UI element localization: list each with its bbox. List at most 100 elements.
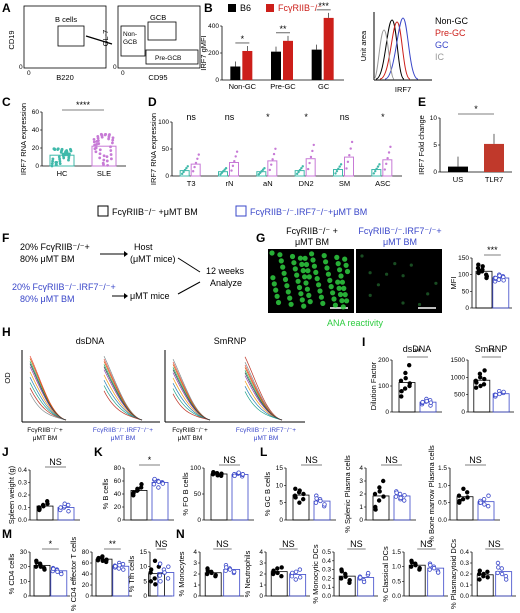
d-point xyxy=(309,155,313,159)
d-xtick-label: aN xyxy=(263,179,273,188)
L2-point xyxy=(376,498,382,503)
d-xtick-label: DN2 xyxy=(299,179,314,188)
d-point xyxy=(311,149,314,153)
N3-bar-1 xyxy=(357,577,375,597)
N3-ytick-label: 0.4 xyxy=(322,558,331,565)
d-point xyxy=(223,168,226,171)
ana-cell-ctrl xyxy=(296,284,303,291)
N4-ytick-label: 0.5 xyxy=(392,578,401,585)
d-point xyxy=(261,168,265,171)
f-end1: 12 weeks xyxy=(206,266,245,276)
d-point xyxy=(270,163,273,166)
N3-y-label: % Monocytic DCs xyxy=(311,544,320,603)
G-MFI-bar-0 xyxy=(475,270,493,309)
I-ds-ytick-label: 100 xyxy=(378,383,389,390)
gate-b-box xyxy=(57,25,85,47)
N2-bar-1 xyxy=(289,574,307,597)
gate-b-cells: B cells xyxy=(55,15,77,24)
panel-h: H OD dsDNA SmRNP FcγRIIB⁻/⁻+ μMT BM FcγR… xyxy=(2,325,305,442)
d-point xyxy=(233,159,236,163)
N4-y-label: % Classical DCs xyxy=(381,546,390,602)
M1-point xyxy=(38,564,43,569)
N3-ytick-label: 0.0 xyxy=(322,593,331,600)
d-xtick-label: T3 xyxy=(187,179,196,188)
d-bar-T3-1 xyxy=(190,163,201,177)
ana-cell-ko xyxy=(385,272,389,276)
N2-ytick-label: 4 xyxy=(259,549,263,556)
N1-ytick-label: 4 xyxy=(193,549,197,556)
c-point xyxy=(62,154,65,158)
d-point xyxy=(257,173,261,176)
L1-sig-label: NS xyxy=(305,455,318,465)
c-point xyxy=(102,154,106,158)
I-ds-point xyxy=(420,399,425,405)
ana-cell-ctrl xyxy=(311,263,317,269)
f-host2: μMT mice xyxy=(130,291,170,301)
d-point xyxy=(185,166,188,170)
ana-cell-ctrl xyxy=(335,279,341,285)
M3-sig-label: NS xyxy=(155,539,168,549)
f-host1b: (μMT mice) xyxy=(130,254,176,264)
K1-point xyxy=(156,479,161,484)
ana-cell-ctrl xyxy=(285,289,291,295)
c-point xyxy=(102,158,106,162)
b-sig-label: ** xyxy=(279,24,287,34)
L1-point xyxy=(314,496,319,501)
ana-cell-ctrl xyxy=(280,264,286,270)
d-xtick-label: rN xyxy=(226,179,234,188)
c-point xyxy=(108,133,111,136)
h-g2-label-2: FcγRIIB⁻/⁻.IRF7⁻/⁻+ xyxy=(236,427,296,434)
h-dilution-curve xyxy=(172,372,211,421)
flow1-tick-x: 0 xyxy=(27,70,31,77)
ana-cell-ctrl xyxy=(325,271,331,277)
I-sm-ytick-label: 500 xyxy=(454,392,465,399)
c-sig-label: **** xyxy=(76,100,91,110)
d-point xyxy=(348,154,351,157)
G-MFI-ytick-label: 0 xyxy=(465,305,469,312)
N1-bar-0 xyxy=(204,572,222,597)
M2-point xyxy=(120,561,126,567)
d-point xyxy=(345,167,348,170)
c-point xyxy=(105,159,109,163)
N2-point xyxy=(297,567,303,572)
c-point xyxy=(96,136,100,140)
d-sig-label: * xyxy=(381,112,385,122)
gate-arrow xyxy=(85,35,113,45)
ana-cell-ctrl xyxy=(328,284,334,290)
K1-point xyxy=(131,490,136,495)
ana-cell-ctrl xyxy=(317,288,323,294)
I-sm-point xyxy=(493,392,498,398)
M3-point xyxy=(157,573,163,578)
c-point xyxy=(106,163,109,167)
M1-point xyxy=(51,566,56,572)
d-point xyxy=(180,172,184,176)
I-sm-point xyxy=(481,382,487,387)
L3-point xyxy=(461,486,466,491)
N2-sig-label: NS xyxy=(282,539,295,549)
M3-point xyxy=(162,570,167,575)
J-point xyxy=(65,502,71,508)
ana-cell-ctrl xyxy=(324,265,330,271)
G-MFI-ytick-label: 150 xyxy=(458,255,469,262)
G-MFI-point xyxy=(480,264,485,269)
d-point xyxy=(385,162,388,166)
ana-cell-ko xyxy=(368,271,372,275)
N1-point xyxy=(213,572,218,578)
L2-ytick-label: 0 xyxy=(359,517,363,524)
d-point xyxy=(300,166,303,170)
N2-point xyxy=(275,570,280,576)
ana-cell-ctrl xyxy=(306,292,312,298)
K1-point xyxy=(135,487,140,493)
ana-cell-ctrl xyxy=(287,295,293,301)
L2-point xyxy=(398,495,403,501)
c-point xyxy=(111,141,114,145)
ana-cell-ctrl xyxy=(303,261,310,268)
gate-pre-box xyxy=(145,49,199,65)
d-sig-label: ns xyxy=(225,112,235,122)
M2-y-label: % CD4 effector T cells xyxy=(69,537,78,611)
c-xtick-label: SLE xyxy=(97,169,111,178)
d-point xyxy=(338,165,341,168)
N3-point xyxy=(365,570,371,576)
ana-cell-ctrl xyxy=(341,285,347,291)
